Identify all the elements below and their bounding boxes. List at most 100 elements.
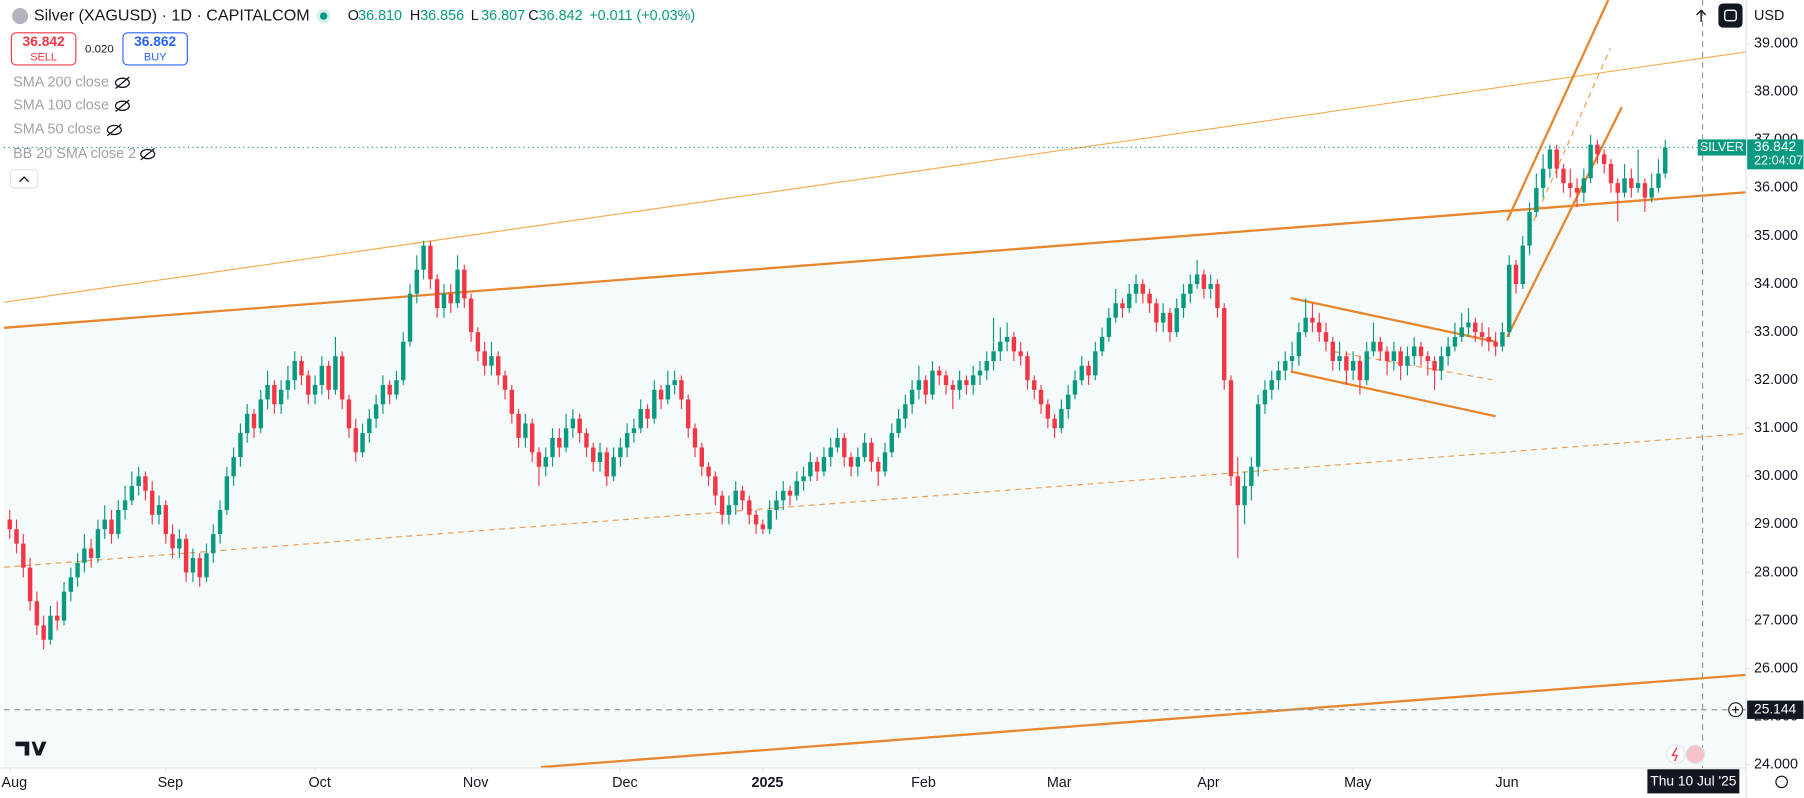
candle-body bbox=[88, 548, 94, 559]
y-tick-label: 27.000 bbox=[1754, 612, 1798, 628]
y-tick-label: 24.000 bbox=[1754, 757, 1798, 773]
scroll-up-icon[interactable] bbox=[1696, 9, 1707, 22]
crosshair-price-tag bbox=[1747, 700, 1804, 719]
candle-body bbox=[1018, 351, 1023, 357]
candle-body bbox=[55, 615, 60, 621]
collapse-icon bbox=[18, 176, 30, 183]
candle-body bbox=[618, 447, 623, 458]
candle-body bbox=[1459, 327, 1464, 337]
header: Silver (XAGUSD) · 1D · CAPITALCOM O 36.8… bbox=[9, 3, 1784, 189]
candle-body bbox=[1255, 404, 1261, 467]
eye-icon[interactable] bbox=[106, 123, 122, 137]
candle-body bbox=[373, 404, 379, 419]
y-tick-label: 36.000 bbox=[1754, 180, 1798, 196]
currency[interactable]: USD bbox=[1754, 8, 1784, 24]
candle-body bbox=[523, 423, 528, 438]
candle-body bbox=[964, 380, 969, 386]
candle-body bbox=[1595, 144, 1600, 155]
collapse-button[interactable] bbox=[9, 169, 39, 189]
candle-body bbox=[231, 457, 236, 477]
x-tick-label: Feb bbox=[911, 775, 936, 791]
candle-body bbox=[1344, 356, 1349, 371]
candle-body bbox=[1201, 274, 1207, 289]
candle-body bbox=[740, 490, 745, 501]
y-tick-label: 31.000 bbox=[1754, 420, 1798, 436]
indicator-label[interactable]: SMA 200 close bbox=[13, 75, 109, 91]
candle-body bbox=[909, 389, 915, 405]
trend-line bbox=[540, 673, 1747, 769]
candle-body bbox=[1527, 211, 1532, 246]
candle-body bbox=[855, 457, 861, 467]
candle-body bbox=[1188, 284, 1193, 294]
indicator-label[interactable]: SMA 100 close bbox=[13, 98, 109, 114]
eye-icon[interactable] bbox=[114, 99, 130, 113]
candle-body bbox=[238, 433, 243, 458]
tv-logo bbox=[15, 741, 47, 756]
candle-body bbox=[862, 442, 867, 458]
settings-button[interactable] bbox=[1718, 3, 1743, 28]
candle-body bbox=[699, 447, 704, 467]
candle-body bbox=[536, 452, 542, 467]
candle-body bbox=[339, 356, 345, 400]
sell-button[interactable] bbox=[10, 32, 77, 66]
candle-body bbox=[1249, 466, 1254, 486]
candle-body bbox=[1378, 341, 1383, 352]
candle-body bbox=[1364, 351, 1369, 381]
candle-body bbox=[1384, 351, 1390, 361]
candle-body bbox=[129, 485, 135, 501]
candle-body bbox=[1629, 178, 1634, 188]
trend-line bbox=[3, 432, 1747, 568]
candle-body bbox=[842, 437, 847, 458]
settings-gear[interactable] bbox=[1775, 775, 1788, 789]
candle-body bbox=[550, 437, 555, 458]
eye-icon[interactable] bbox=[114, 76, 130, 90]
indicator-label[interactable]: BB 20 SMA close 2 bbox=[13, 146, 136, 162]
candle-body bbox=[875, 461, 881, 472]
candle-body bbox=[163, 505, 168, 535]
ohlc-key: O bbox=[348, 8, 359, 24]
candle-body bbox=[509, 389, 515, 414]
lightning-icon[interactable] bbox=[1666, 744, 1686, 765]
candle-body bbox=[706, 466, 711, 477]
crosshair-date-tag bbox=[1647, 769, 1740, 794]
buy-price: 36.862 bbox=[134, 34, 176, 49]
x-tick-label: 2025 bbox=[751, 775, 783, 791]
candle-body bbox=[1561, 168, 1566, 184]
candle-body bbox=[1581, 178, 1587, 193]
candle-body bbox=[1147, 293, 1152, 304]
x-tick-label: Apr bbox=[1197, 775, 1220, 791]
indicator-label[interactable]: SMA 50 close bbox=[13, 122, 101, 138]
x-tick-label: Sep bbox=[158, 775, 184, 791]
candle-body bbox=[1194, 274, 1200, 285]
candle-body bbox=[1412, 346, 1417, 357]
flag-icon[interactable] bbox=[1685, 744, 1706, 765]
candle-body bbox=[1513, 264, 1519, 285]
candle-body bbox=[1452, 336, 1458, 347]
candle-body bbox=[1133, 284, 1139, 294]
candle-body bbox=[577, 418, 582, 434]
trend-line bbox=[1290, 370, 1496, 418]
candle-body bbox=[903, 404, 908, 419]
candle-body bbox=[869, 442, 874, 462]
candle-body bbox=[1601, 154, 1607, 164]
candle-body bbox=[434, 279, 440, 309]
y-tick-label: 29.000 bbox=[1754, 516, 1798, 532]
x-tick-label: Mar bbox=[1047, 775, 1072, 791]
candle-body bbox=[1534, 187, 1539, 212]
candle-body bbox=[1323, 332, 1329, 342]
eye-icon[interactable] bbox=[140, 147, 156, 161]
candle-body bbox=[591, 447, 596, 462]
candle-body bbox=[380, 385, 386, 405]
y-tick-label: 38.000 bbox=[1754, 84, 1798, 100]
candle-body bbox=[652, 389, 657, 419]
candle-body bbox=[306, 375, 311, 395]
y-tick-label: 34.000 bbox=[1754, 276, 1798, 292]
candle-body bbox=[747, 500, 752, 515]
candle-body bbox=[597, 452, 603, 462]
candle-body bbox=[414, 269, 420, 294]
candle-body bbox=[1120, 303, 1125, 309]
symbol-title[interactable]: Silver (XAGUSD) · 1D · CAPITALCOM bbox=[34, 6, 310, 24]
buy-button[interactable] bbox=[122, 32, 188, 66]
candle-body bbox=[665, 385, 671, 400]
